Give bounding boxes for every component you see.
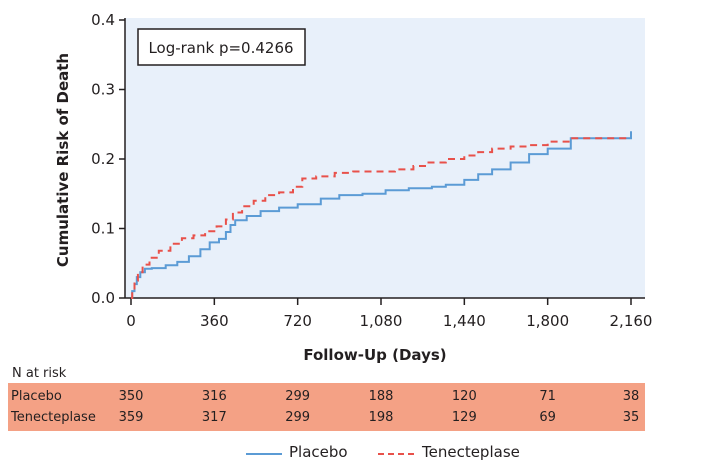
x-tick-label: 1,800 <box>526 312 569 330</box>
risk-cell: 316 <box>201 389 227 404</box>
annotation-box <box>137 28 306 66</box>
x-axis-title: Follow-Up (Days) <box>303 346 446 364</box>
x-tick-label: 1,440 <box>443 312 486 330</box>
y-tick-label: 0.0 <box>91 289 115 307</box>
legend-label: Tenecteplase <box>422 443 520 461</box>
x-tick-label: 360 <box>200 312 229 330</box>
risk-cell: 35 <box>622 410 640 425</box>
series-line-tenecteplase <box>131 137 631 299</box>
risk-cell: 299 <box>285 410 311 425</box>
risk-row-tenecteplase: Tenecteplase 359 317 299 198 129 69 35 <box>8 407 645 428</box>
legend-swatch-tenecteplase <box>378 453 414 455</box>
x-tick-label: 720 <box>283 312 312 330</box>
y-axis-title: Cumulative Risk of Death <box>54 53 72 267</box>
risk-cell: 120 <box>451 389 477 404</box>
risk-cell: 359 <box>118 410 144 425</box>
km-chart: 0.0 0.1 0.2 0.3 0.4 0 360 720 1,080 1,440 1,800 2,… <box>54 11 653 364</box>
risk-cell: 71 <box>539 389 556 404</box>
risk-row-placebo: Placebo 350 316 299 188 120 71 38 <box>8 386 645 407</box>
legend-swatch-placebo <box>246 453 282 455</box>
y-axis: 0.0 0.1 0.2 0.3 0.4 <box>91 11 126 307</box>
risk-cell: 38 <box>622 389 640 404</box>
risk-row-label: Placebo <box>11 389 62 404</box>
x-tick-label: 0 <box>126 312 136 330</box>
y-tick-label: 0.3 <box>91 81 115 99</box>
y-tick-label: 0.1 <box>91 220 115 238</box>
risk-cell: 69 <box>539 410 556 425</box>
risk-row-label: Tenecteplase <box>11 410 96 425</box>
risk-cell: 198 <box>368 410 394 425</box>
risk-cell: 350 <box>118 389 144 404</box>
risk-cell: 129 <box>451 410 477 425</box>
x-axis: 0 360 720 1,080 1,440 1,800 2,160 <box>125 297 653 330</box>
annotation-text: Log-rank p=0.4266 <box>148 39 293 57</box>
y-tick-label: 0.4 <box>91 11 115 29</box>
risk-cell: 188 <box>368 389 394 404</box>
risk-cell: 299 <box>285 389 311 404</box>
risk-cell: 317 <box>201 410 227 425</box>
y-tick-label: 0.2 <box>91 150 115 168</box>
series-line-placebo <box>131 131 632 299</box>
risk-table: Placebo 350 316 299 188 120 71 38 Tenecteplase… <box>8 383 645 431</box>
legend-label: Placebo <box>289 443 348 461</box>
x-tick-label: 1,080 <box>360 312 403 330</box>
x-tick-label: 2,160 <box>610 312 653 330</box>
series-layer <box>131 131 632 299</box>
risk-table-title: N at risk <box>12 366 67 381</box>
